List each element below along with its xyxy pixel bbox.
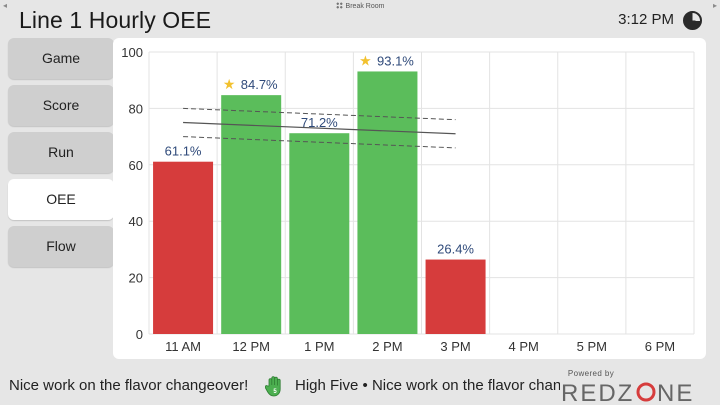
nav-item-oee[interactable]: OEE — [8, 179, 114, 220]
data-label: 26.4% — [437, 242, 474, 257]
bar — [357, 71, 418, 334]
y-tick-label: 0 — [136, 327, 143, 342]
pie-timer-icon — [683, 11, 702, 30]
nav-item-run[interactable]: Run — [8, 132, 114, 173]
redzone-logo: REDZ NE — [561, 380, 694, 405]
y-tick-label: 100 — [121, 45, 143, 60]
x-tick-label: 1 PM — [304, 339, 334, 354]
ticker-message-1: Nice work on the flavor changeover! — [9, 377, 249, 394]
y-tick-label: 60 — [129, 158, 143, 173]
ticker-message-2: High Five • Nice work on the flavor chan… — [295, 377, 560, 394]
bar — [289, 133, 350, 334]
x-tick-label: 4 PM — [509, 339, 539, 354]
x-tick-label: 6 PM — [645, 339, 675, 354]
page-title: Line 1 Hourly OEE — [19, 7, 212, 33]
oee-bar-chart: 0 20 40 60 80 100 61.1% 84.7% ★ 71.2% 93.1% ★ 26.4% 1… — [121, 45, 695, 354]
x-tick-label: 3 PM — [440, 339, 470, 354]
star-icon: ★ — [223, 76, 236, 92]
y-tick-label: 20 — [129, 271, 143, 286]
nav-item-score[interactable]: Score — [8, 85, 114, 126]
side-nav: Game Score Run OEE Flow — [8, 38, 114, 273]
hand-badge: 5 — [273, 389, 277, 395]
y-tick-label: 40 — [129, 214, 143, 229]
clock-time: 3:12 PM — [618, 11, 674, 28]
bar — [425, 259, 486, 334]
svg-text:NE: NE — [657, 380, 694, 405]
star-icon: ★ — [359, 52, 372, 68]
target-line — [183, 121, 456, 135]
data-label: 71.2% — [301, 115, 338, 130]
back-arrow-icon[interactable]: ◂ — [3, 1, 8, 10]
grid-dots-icon — [335, 2, 343, 9]
nav-item-flow[interactable]: Flow — [8, 226, 114, 267]
nav-item-game[interactable]: Game — [8, 38, 114, 79]
x-tick-label: 5 PM — [577, 339, 607, 354]
target-upper-line — [183, 107, 456, 121]
target-lower-line — [183, 136, 456, 149]
bar — [153, 161, 214, 334]
data-label: 84.7% — [241, 77, 278, 92]
y-tick-label: 80 — [129, 101, 143, 116]
bar — [221, 95, 282, 334]
x-tick-label: 2 PM — [372, 339, 402, 354]
data-label: 93.1% — [377, 53, 414, 68]
powered-by-label: Powered by — [567, 369, 615, 378]
location-label-text: Break Room — [345, 3, 385, 10]
x-tick-label: 11 AM — [165, 339, 201, 354]
message-ticker: Nice work on the flavor changeover! 5 Hi… — [0, 368, 560, 405]
data-label: 61.1% — [165, 144, 202, 159]
svg-text:REDZ: REDZ — [561, 380, 634, 405]
location-label: Break Room — [0, 2, 720, 10]
raised-hand-icon: 5 — [265, 376, 281, 397]
brand-footer: Powered by REDZ NE — [560, 368, 720, 405]
forward-arrow-icon[interactable]: ▸ — [712, 1, 717, 10]
x-tick-label: 12 PM — [232, 339, 270, 354]
